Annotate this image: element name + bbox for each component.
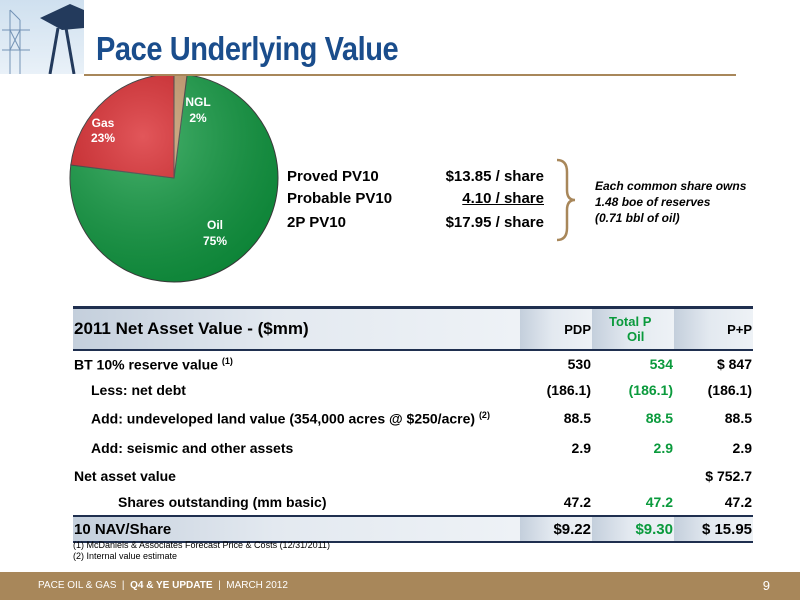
col-header-oil: Oil [627, 329, 645, 344]
row-label: BT 10% reserve value (1) [74, 355, 233, 373]
col-header-total-p: Total P [609, 314, 652, 329]
cell-pp: 2.9 [732, 440, 752, 456]
table-title: 2011 Net Asset Value - ($mm) [73, 306, 520, 351]
pie-value-oil: 75% [203, 234, 227, 248]
company-logo [0, 0, 84, 74]
pie-label-ngl: NGL [185, 95, 210, 109]
footer-update: Q4 & YE UPDATE [130, 580, 213, 591]
footnote-2: (2) Internal value estimate [73, 551, 178, 561]
note-line-1: Each common share owns [595, 179, 747, 193]
cell-pp: $ 752.7 [705, 468, 752, 484]
cell-oil: 47.2 [645, 494, 673, 510]
cell-pdp: 88.5 [563, 410, 591, 426]
cell-oil: 2.9 [653, 440, 673, 456]
row-label: Add: undeveloped land value (354,000 acr… [91, 409, 490, 427]
pie-value-ngl: 2% [189, 111, 207, 125]
2p-pv10-value: $17.95 / share [445, 214, 544, 231]
footer-text: PACE OIL & GAS | Q4 & YE UPDATE | MARCH … [38, 580, 288, 591]
reserves-note: Each common share owns 1.48 boe of reser… [595, 178, 746, 226]
cell-pp: (186.1) [707, 382, 752, 398]
row-label: Less: net debt [91, 382, 186, 398]
cell-pp: 88.5 [724, 410, 752, 426]
proved-pv10-label: Proved PV10 [287, 168, 379, 185]
table-row: Add: undeveloped land value (354,000 acr… [73, 403, 753, 433]
reserves-pie-chart: Gas 23% NGL 2% Oil 75% [69, 76, 279, 283]
cell-oil: 88.5 [645, 410, 673, 426]
pie-label-gas: Gas [92, 116, 115, 130]
cell-pdp: 47.2 [563, 494, 591, 510]
row-label: Shares outstanding (mm basic) [118, 494, 327, 510]
cell-pdp: 2.9 [571, 440, 591, 456]
cell-pp: 47.2 [724, 494, 752, 510]
cell-pp: $ 15.95 [674, 515, 753, 543]
cell-oil: $9.30 [592, 515, 674, 543]
footer-company: PACE OIL & GAS [38, 580, 117, 591]
pie-value-gas: 23% [91, 131, 115, 145]
table-row: Net asset value $ 752.7 [73, 463, 753, 489]
cell-oil: (186.1) [628, 382, 673, 398]
pie-slice-gas [70, 76, 175, 179]
cell-pp: $ 847 [716, 356, 752, 372]
footer-date: MARCH 2012 [226, 580, 288, 591]
cell-oil: 534 [649, 356, 673, 372]
note-line-2: 1.48 boe of reserves [595, 195, 711, 209]
proved-pv10-value: $13.85 / share [445, 168, 544, 185]
table-row: Less: net debt (186.1) (186.1) (186.1) [73, 377, 753, 403]
cell-pdp: (186.1) [546, 382, 591, 398]
footer-bar: PACE OIL & GAS | Q4 & YE UPDATE | MARCH … [0, 572, 800, 600]
probable-pv10-label: Probable PV10 [287, 190, 393, 207]
probable-pv10-value: 4.10 / share [462, 190, 544, 207]
pie-label-oil: Oil [207, 218, 223, 232]
pumpjack-icon [2, 4, 84, 74]
2p-pv10-label: 2P PV10 [287, 214, 346, 231]
title-divider [84, 74, 736, 76]
net-asset-value-table: 2011 Net Asset Value - ($mm) PDP Total P… [73, 306, 753, 543]
table-row: Shares outstanding (mm basic) 47.2 47.2 … [73, 489, 753, 516]
col-header-total-p-oil: Total P Oil [592, 306, 674, 351]
table-row: BT 10% reserve value (1) 530 534 $ 847 [73, 350, 753, 377]
table-header: 2011 Net Asset Value - ($mm) PDP Total P… [73, 306, 753, 351]
footnote-ref: (2) [478, 409, 490, 420]
note-line-3: (0.71 bbl of oil) [595, 211, 680, 225]
footnote-1: (1) McDaniels & Associates Forecast Pric… [73, 540, 330, 550]
col-header-pdp: PDP [520, 306, 592, 351]
cell-oil [592, 463, 674, 489]
cell-pdp: 530 [567, 356, 591, 372]
table-row: Add: seismic and other assets 2.9 2.9 2.… [73, 433, 753, 463]
col-header-pp: P+P [674, 306, 753, 351]
nav-per-share-row: 10 NAV/Share $9.22 $9.30 $ 15.95 [73, 515, 753, 543]
row-label: Net asset value [74, 468, 176, 484]
footnote-ref: (1) [221, 355, 233, 366]
cell-pdp: $9.22 [520, 515, 592, 543]
cell-pdp [520, 463, 592, 489]
page-title: Pace Underlying Value [96, 30, 399, 67]
right-brace-icon [556, 158, 576, 242]
page-number: 9 [762, 578, 770, 593]
row-label: Add: seismic and other assets [91, 440, 294, 456]
row-label: 10 NAV/Share [73, 515, 520, 543]
